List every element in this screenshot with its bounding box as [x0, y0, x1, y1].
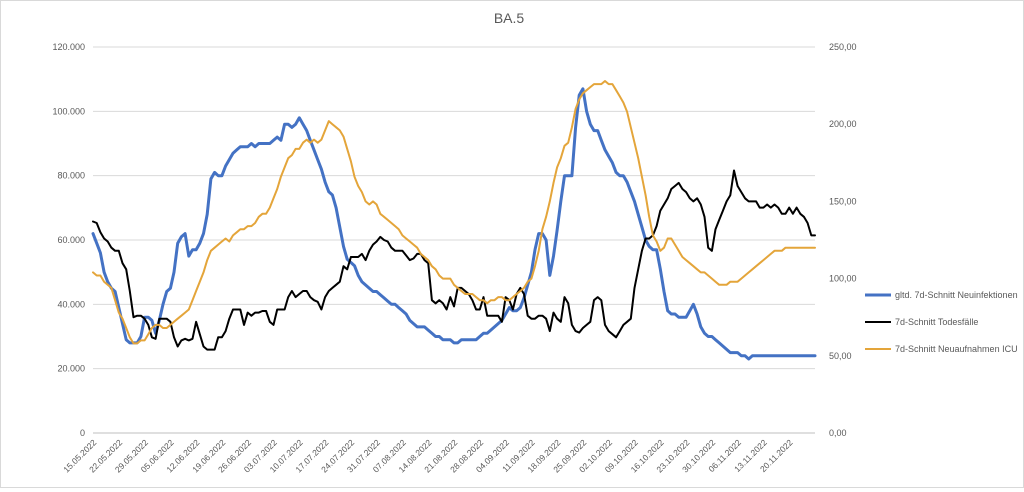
legend-entry: 7d-Schnitt Todesfälle	[895, 317, 978, 327]
y-left-tick-label: 20.000	[57, 364, 85, 374]
y-left-tick-label: 120.000	[52, 42, 85, 52]
y-right-tick-label: 100,00	[829, 274, 857, 284]
y-left-tick-label: 40.000	[57, 299, 85, 309]
y-left-tick-label: 100.000	[52, 106, 85, 116]
series-lines	[91, 80, 817, 361]
y-right-tick-label: 0,00	[829, 428, 847, 438]
series-line-3	[92, 80, 816, 345]
y-right-tick-label: 50,00	[829, 351, 852, 361]
legend: gltd. 7d-Schnitt Neuinfektionen 7d-Schnit…	[865, 290, 1018, 354]
series-line-2	[92, 169, 816, 351]
y-axis-right: 0,00 50,00 100,00 150,00 200,00 250,00	[829, 42, 857, 438]
y-right-tick-label: 200,00	[829, 119, 857, 129]
x-axis: 15.05.202222.05.202229.05.202205.06.2022…	[61, 437, 795, 474]
y-axis-left: 0 20.000 40.000 60.000 80.000 100.000 120.000	[52, 42, 85, 438]
legend-entry: gltd. 7d-Schnitt Neuinfektionen	[895, 290, 1018, 300]
series-line-1	[91, 87, 817, 361]
y-right-tick-label: 150,00	[829, 196, 857, 206]
legend-entry: 7d-Schnitt Neuaufnahmen ICU	[895, 344, 1018, 354]
chart-title: BA.5	[494, 10, 525, 26]
y-right-tick-label: 250,00	[829, 42, 857, 52]
y-left-tick-label: 60.000	[57, 235, 85, 245]
y-left-tick-label: 80.000	[57, 171, 85, 181]
y-left-tick-label: 0	[80, 428, 85, 438]
